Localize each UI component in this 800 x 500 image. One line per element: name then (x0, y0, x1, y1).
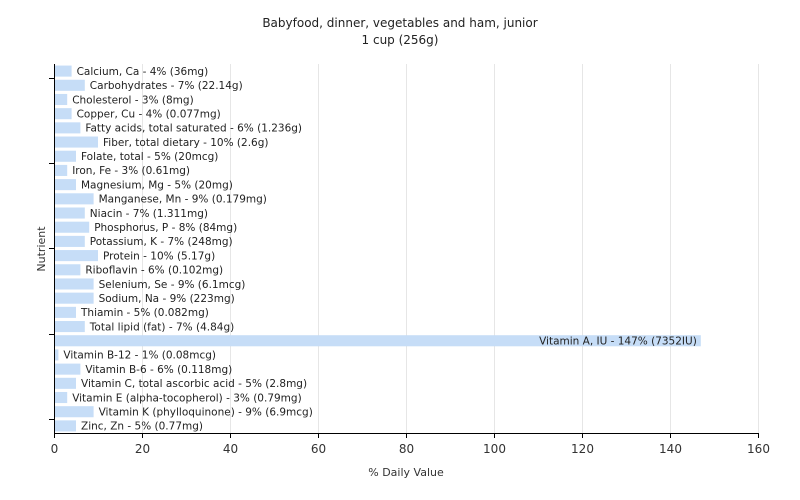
bar-label: Fiber, total dietary - 10% (2.6g) (103, 137, 268, 149)
x-tick-label: 100 (483, 442, 506, 456)
bar (54, 406, 94, 418)
bar (54, 391, 68, 404)
bar-label: Fatty acids, total saturated - 6% (1.236… (85, 123, 302, 135)
bar-label: Zinc, Zn - 5% (0.77mg) (81, 421, 203, 433)
bar (54, 264, 81, 276)
bar-label: Folate, total - 5% (20mcg) (81, 151, 218, 163)
grid (142, 64, 759, 433)
chart-title: Babyfood, dinner, vegetables and ham, ju… (262, 16, 537, 30)
x-tick-label: 0 (51, 442, 59, 456)
bar (54, 377, 76, 389)
x-tick-label: 60 (311, 442, 326, 456)
bar (54, 321, 85, 333)
bar (54, 164, 68, 176)
bar-label: Vitamin K (phylloquinone) - 9% (6.9mcg) (99, 407, 313, 419)
bars: Calcium, Ca - 4% (36mg) Carbohydrates - 7… (54, 65, 701, 433)
bar (54, 136, 98, 148)
bar-label: Sodium, Na - 9% (223mg) (99, 293, 235, 305)
bar (54, 278, 94, 290)
bar (54, 122, 81, 134)
bar-label: Vitamin A, IU - 147% (7352IU) (539, 336, 697, 348)
bar-label: Carbohydrates - 7% (22.14g) (90, 80, 243, 92)
bar-label: Selenium, Se - 9% (6.1mcg) (99, 279, 246, 291)
bar-label: Protein - 10% (5.17g) (103, 250, 215, 262)
bar (54, 65, 72, 77)
x-tick-label: 40 (223, 442, 238, 456)
bar (54, 79, 85, 91)
bar (54, 292, 94, 304)
bar-label: Copper, Cu - 4% (0.077mg) (77, 108, 221, 120)
bar-label: Magnesium, Mg - 5% (20mg) (81, 179, 233, 191)
bar-label: Vitamin E (alpha-tocopherol) - 3% (0.79m… (72, 392, 302, 404)
x-axis-label: % Daily Value (368, 466, 444, 479)
bar (54, 221, 90, 233)
bar (54, 93, 68, 106)
axes: 0 20 40 60 80 100 120 140 160 (49, 64, 770, 456)
bar-label: Calcium, Ca - 4% (36mg) (77, 66, 209, 78)
bar (54, 306, 76, 318)
bar-label: Iron, Fe - 3% (0.61mg) (72, 165, 190, 177)
bar-label: Vitamin B-6 - 6% (0.118mg) (85, 364, 232, 376)
bar (54, 335, 701, 347)
bar-label: Manganese, Mn - 9% (0.179mg) (99, 194, 267, 206)
x-tick-label: 140 (659, 442, 682, 456)
bar (54, 349, 59, 361)
bar (54, 420, 76, 432)
bar-label: Total lipid (fat) - 7% (4.84g) (89, 321, 234, 333)
bar (54, 179, 76, 191)
bar-label: Vitamin B-12 - 1% (0.08mcg) (63, 350, 216, 362)
x-tick-label: 20 (135, 442, 150, 456)
bar (54, 207, 85, 219)
bar-label: Riboflavin - 6% (0.102mg) (85, 265, 223, 277)
chart-subtitle: 1 cup (256g) (362, 33, 439, 47)
bar-label: Phosphorus, P - 8% (84mg) (94, 222, 237, 234)
bar-label: Cholesterol - 3% (8mg) (72, 94, 194, 106)
bar-label: Thiamin - 5% (0.082mg) (80, 307, 209, 319)
bar-label: Vitamin C, total ascorbic acid - 5% (2.8… (81, 378, 307, 390)
y-axis-label: Nutrient (35, 226, 48, 272)
x-tick-label: 160 (747, 442, 770, 456)
x-tick-label: 80 (399, 442, 414, 456)
bar (54, 150, 76, 162)
bar (54, 363, 81, 375)
bar-label: Niacin - 7% (1.311mg) (90, 208, 208, 220)
bar (54, 108, 72, 120)
x-tick-label: 120 (571, 442, 594, 456)
bar (54, 235, 85, 247)
bar (54, 250, 98, 262)
bar (54, 193, 94, 205)
bar-label: Potassium, K - 7% (248mg) (90, 236, 233, 248)
